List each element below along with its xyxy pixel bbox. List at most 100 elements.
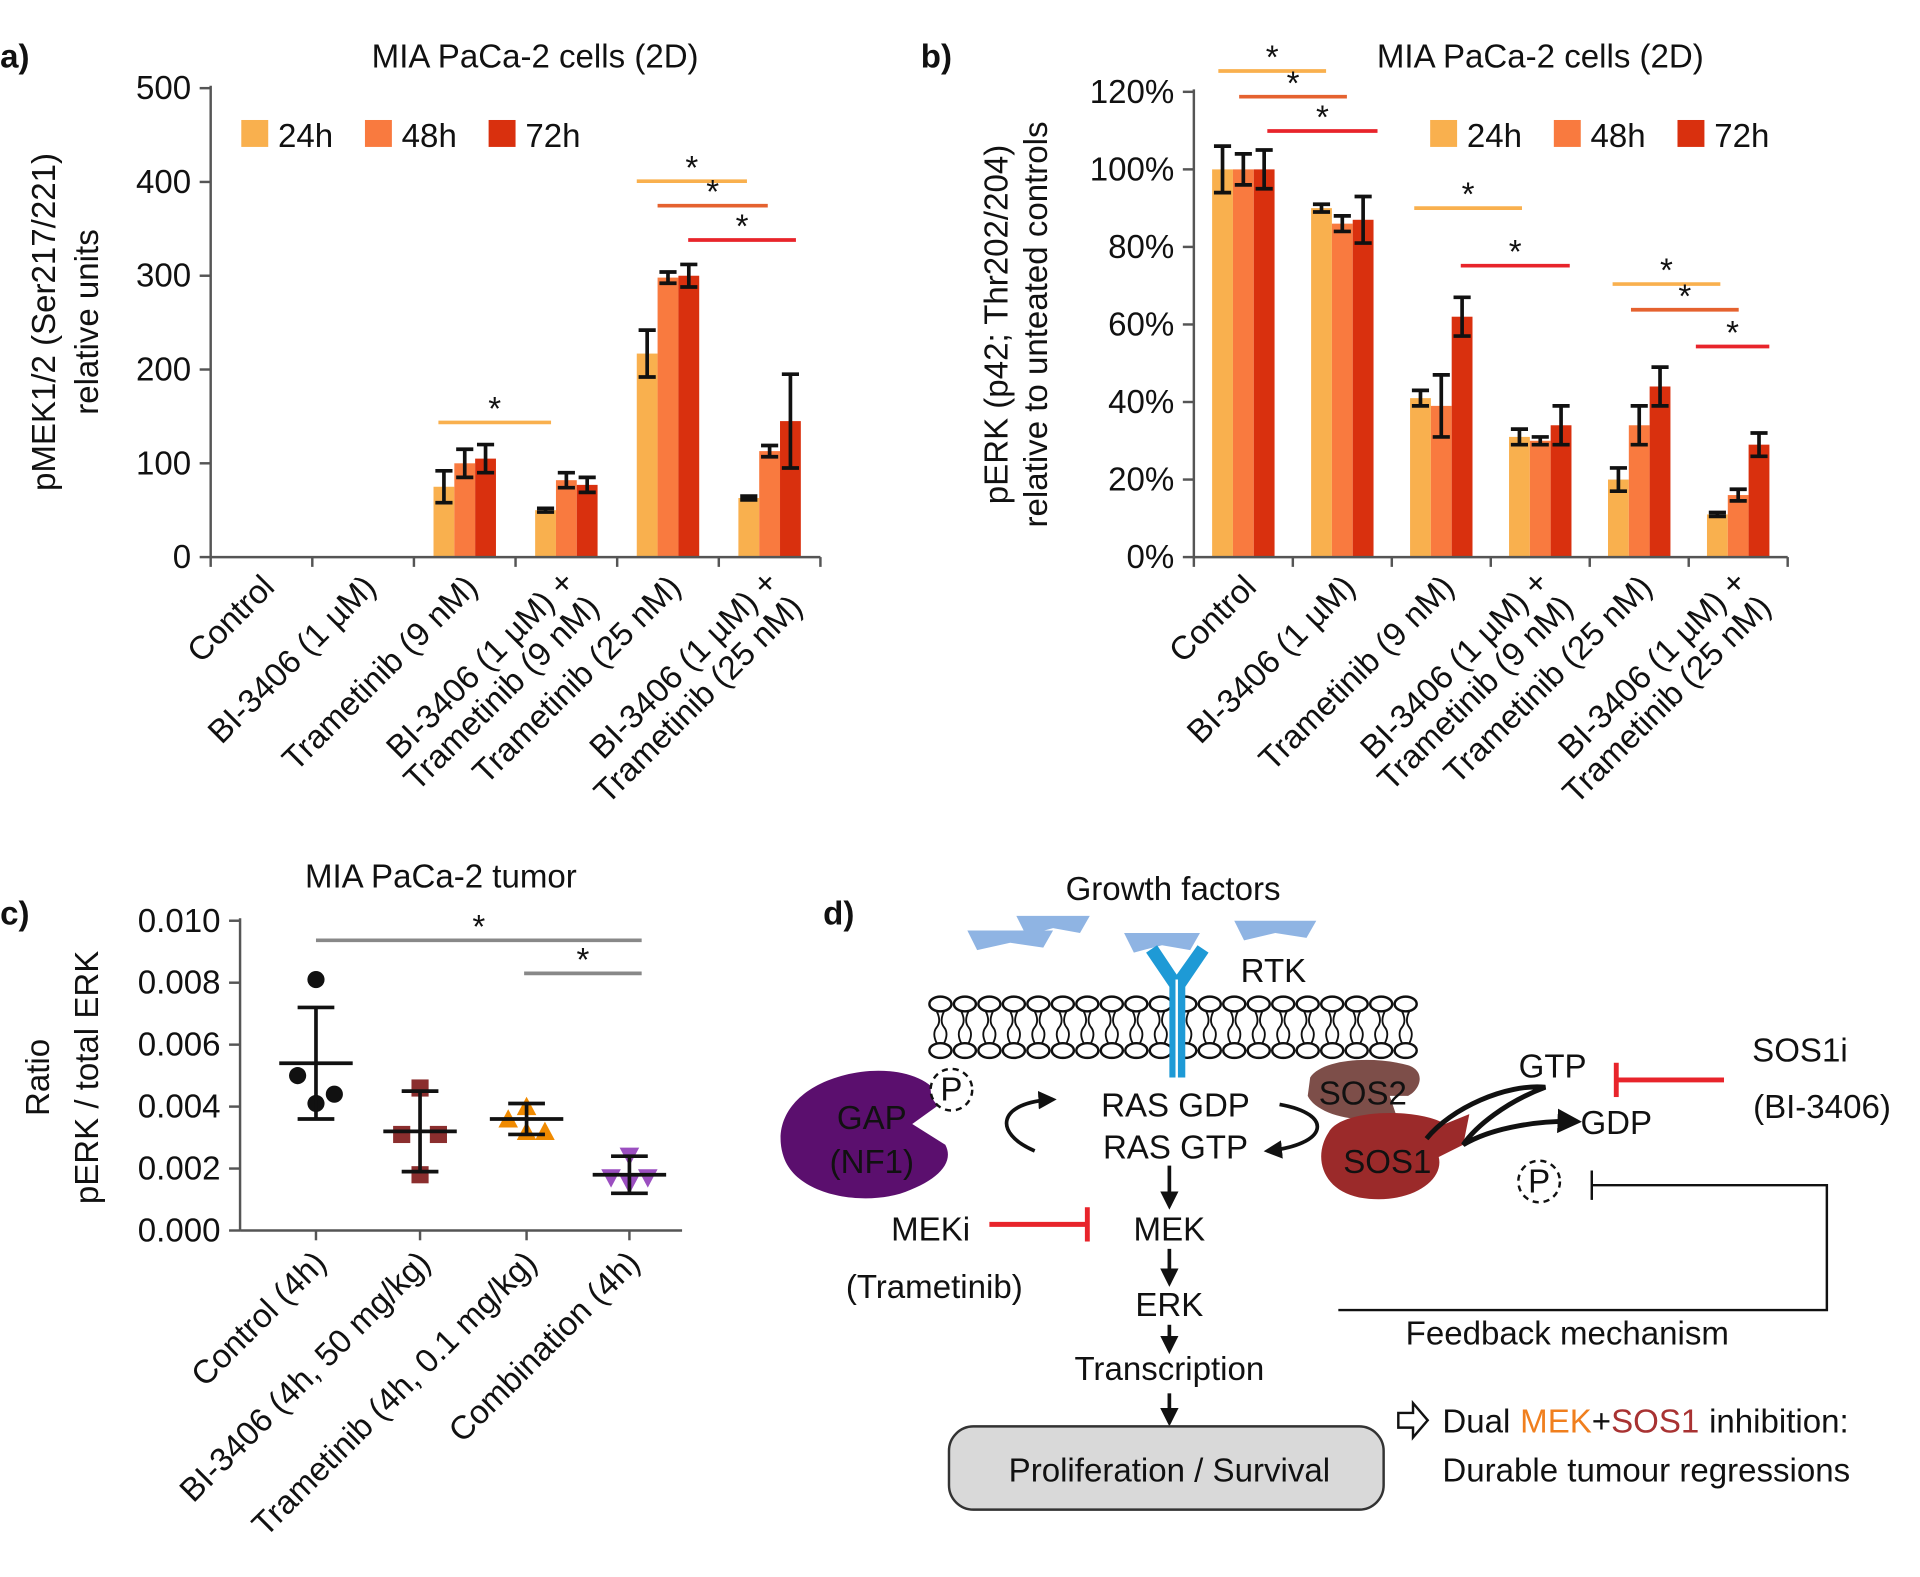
error-bar xyxy=(680,262,698,289)
lipid-head xyxy=(1246,1041,1271,1060)
error-bar xyxy=(1453,295,1471,338)
lipid-head xyxy=(1075,995,1100,1013)
lipid-tail xyxy=(982,1010,997,1044)
conclusion-part: inhibition: xyxy=(1709,1404,1849,1441)
error-bar xyxy=(761,443,779,459)
legend-label: 72h xyxy=(525,118,580,155)
point xyxy=(601,1169,621,1188)
point xyxy=(429,1125,447,1144)
error-bar xyxy=(1333,214,1351,234)
point xyxy=(637,1169,658,1188)
significance-star: * xyxy=(1287,65,1300,102)
significance-star: * xyxy=(472,909,485,946)
sd-bar xyxy=(401,1089,439,1174)
legend-swatch xyxy=(241,119,269,147)
bar xyxy=(475,458,496,558)
diagram-label: GTP xyxy=(1519,1048,1587,1085)
lipid-head xyxy=(1246,995,1271,1013)
lipid-tail xyxy=(1251,1010,1266,1044)
y-tick-label: 0.010 xyxy=(138,903,221,940)
panel-label: a) xyxy=(0,38,29,75)
lipid-head xyxy=(1001,1041,1027,1060)
error-bar xyxy=(1312,202,1331,214)
receptor-label: RTK xyxy=(1241,953,1307,990)
growth-factors-label: Growth factors xyxy=(1066,871,1281,908)
bar xyxy=(1212,169,1233,558)
lipid-head xyxy=(1148,995,1174,1013)
lipid-tail xyxy=(1080,1010,1095,1044)
bar xyxy=(759,451,781,558)
error-bar xyxy=(476,442,495,475)
x-tick-label-group: BI-3406 (1 µM) xyxy=(1180,568,1362,750)
bar xyxy=(1451,316,1473,558)
sd-bar xyxy=(297,1005,335,1121)
x-tick-label: Control xyxy=(1162,568,1263,669)
error-bar xyxy=(1630,404,1648,447)
y-tick-label: 300 xyxy=(136,258,191,295)
x-tick-label-group: Combination (4h) xyxy=(442,1244,647,1449)
lipid-head xyxy=(1050,995,1076,1013)
x-tick-label-group: BI-3406 (1 µM) +Trametinib (25 nM) xyxy=(1551,564,1778,811)
diagram-label: GDP xyxy=(1580,1105,1652,1142)
lipid-tail xyxy=(1104,1010,1119,1044)
growth-factor xyxy=(1016,915,1090,936)
x-tick-label: BI-3406 (1 µM) +Trametinib (25 nM) xyxy=(563,564,810,811)
y-tick-label: 100% xyxy=(1090,151,1175,188)
y-axis-label: relative to unteated controls xyxy=(1018,121,1055,527)
point xyxy=(289,1067,307,1085)
lipid-head xyxy=(928,995,953,1013)
sd-bar xyxy=(611,1154,648,1196)
lipid-head xyxy=(952,1041,978,1060)
bar xyxy=(780,421,801,558)
lipid-head xyxy=(1319,995,1345,1013)
lipid-tail xyxy=(1129,1010,1144,1044)
lipid-head xyxy=(1222,995,1247,1013)
outcome-label: Proliferation / Survival xyxy=(1009,1452,1330,1489)
significance-star: * xyxy=(736,209,749,246)
conclusion-part: SOS1 xyxy=(1611,1404,1699,1441)
error-bar xyxy=(1729,487,1747,503)
y-tick-label: 60% xyxy=(1108,306,1174,343)
lipid-head xyxy=(1075,1041,1100,1060)
error-bar xyxy=(1510,427,1529,447)
growth-factor xyxy=(1234,920,1317,941)
bar xyxy=(1608,479,1629,558)
y-tick-label: 0.000 xyxy=(138,1213,221,1250)
sd-bar xyxy=(508,1101,545,1137)
feedback-line xyxy=(1338,1183,1829,1312)
growth-factor xyxy=(1124,932,1200,953)
lipid-head xyxy=(952,995,978,1013)
diagram-label: (NF1) xyxy=(830,1144,914,1181)
lipid-head xyxy=(1295,995,1320,1013)
lipid-head xyxy=(1001,995,1027,1013)
conclusion-part: Dual xyxy=(1442,1404,1510,1441)
error-bar xyxy=(578,475,596,495)
diagram-label: MEKi xyxy=(891,1211,970,1248)
bar xyxy=(657,277,679,558)
y-tick-label: 200 xyxy=(136,352,191,389)
y-axis-label: pERK (p42; Thr202/204) xyxy=(979,145,1016,504)
lipid-tail xyxy=(957,1010,972,1044)
gap-protein xyxy=(780,1070,948,1199)
error-bar xyxy=(1651,365,1669,408)
error-bar xyxy=(536,506,555,514)
y-axis-label: pMEK1/2 (Ser217/221) xyxy=(26,153,63,491)
sos2-protein xyxy=(1307,1059,1420,1120)
error-bar xyxy=(638,328,656,379)
error-bar xyxy=(1213,144,1232,195)
bar xyxy=(1727,495,1749,558)
error-bar xyxy=(557,470,575,490)
significance-star: * xyxy=(685,150,698,187)
lipid-tail xyxy=(1374,1010,1389,1044)
y-tick-label: 0.004 xyxy=(138,1089,221,1126)
lipid-tail xyxy=(1055,1010,1070,1044)
y-tick-label: 0 xyxy=(173,539,191,576)
lipid-head xyxy=(1344,995,1369,1013)
bar xyxy=(555,480,577,558)
lipid-head xyxy=(1270,1041,1296,1060)
legend-swatch xyxy=(1430,119,1458,147)
lipid-tail xyxy=(1202,1010,1217,1044)
phospho-circle xyxy=(1517,1159,1562,1204)
lipid-head xyxy=(977,995,1002,1013)
significance-star: * xyxy=(1678,278,1691,315)
